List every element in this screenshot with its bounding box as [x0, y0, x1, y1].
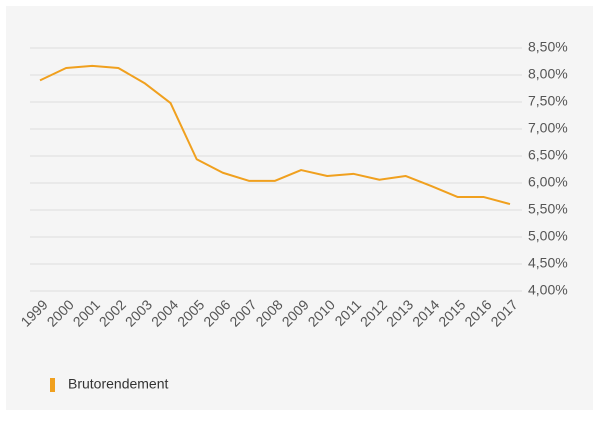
y-tick-label: 7,00% — [528, 120, 568, 136]
y-tick-label: 5,50% — [528, 201, 568, 217]
y-tick-label: 4,50% — [528, 255, 568, 271]
y-tick-label: 4,00% — [528, 282, 568, 298]
legend-label: Brutorendement — [68, 376, 169, 392]
line-series — [39, 64, 511, 206]
y-tick-label: 8,00% — [528, 66, 568, 82]
chart-background — [6, 6, 593, 410]
y-tick-label: 6,00% — [528, 174, 568, 190]
y-tick-label: 5,00% — [528, 228, 568, 244]
y-tick-label: 8,50% — [528, 39, 568, 55]
legend-swatch — [50, 378, 55, 392]
y-tick-label: 6,50% — [528, 147, 568, 163]
y-tick-label: 7,50% — [528, 93, 568, 109]
